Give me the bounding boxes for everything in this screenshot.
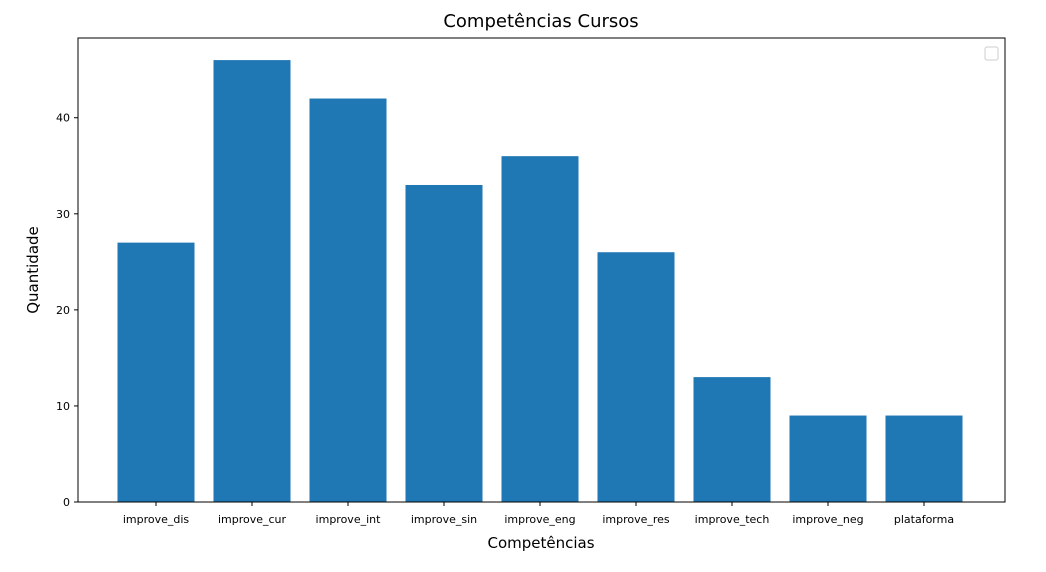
x-tick-label-improve_int: improve_int: [316, 513, 382, 526]
x-ticks-group: improve_dis improve_cur improve_int improve…: [123, 502, 954, 526]
y-tick-label-30: 30: [56, 208, 70, 221]
x-tick-label-improve_cur: improve_cur: [218, 513, 287, 526]
chart-title: Competências Cursos: [443, 11, 638, 32]
bar-improve_res: [597, 252, 675, 502]
bar-improve_cur: [213, 60, 291, 502]
y-tick-label-40: 40: [56, 112, 70, 125]
x-tick-label-improve_eng: improve_eng: [504, 513, 575, 526]
bars-group: [117, 60, 963, 503]
y-tick-label-0: 0: [63, 496, 70, 509]
x-tick-label-plataforma: plataforma: [894, 513, 954, 526]
bar-improve_sin: [405, 184, 483, 502]
x-tick-label-improve_sin: improve_sin: [411, 513, 477, 526]
y-ticks-group: 0 10 20 30 40: [56, 112, 78, 509]
x-axis-label: Competências: [487, 534, 594, 552]
y-tick-label-20: 20: [56, 304, 70, 317]
bar-improve_int: [309, 98, 387, 503]
plot-frame: [77, 37, 1006, 503]
y-axis-label: Quantidade: [24, 226, 42, 314]
bar-improve_tech: [693, 377, 771, 502]
bar-improve_neg: [789, 415, 867, 502]
bar-plataforma: [885, 415, 963, 502]
bar-improve_eng: [501, 156, 579, 502]
legend-box: [984, 46, 999, 61]
x-tick-label-improve_tech: improve_tech: [695, 513, 770, 526]
bar-improve_dis: [117, 242, 195, 502]
x-tick-label-improve_dis: improve_dis: [123, 513, 190, 526]
x-tick-label-improve_res: improve_res: [602, 513, 670, 526]
x-tick-label-improve_neg: improve_neg: [792, 513, 863, 526]
y-tick-label-10: 10: [56, 400, 70, 413]
